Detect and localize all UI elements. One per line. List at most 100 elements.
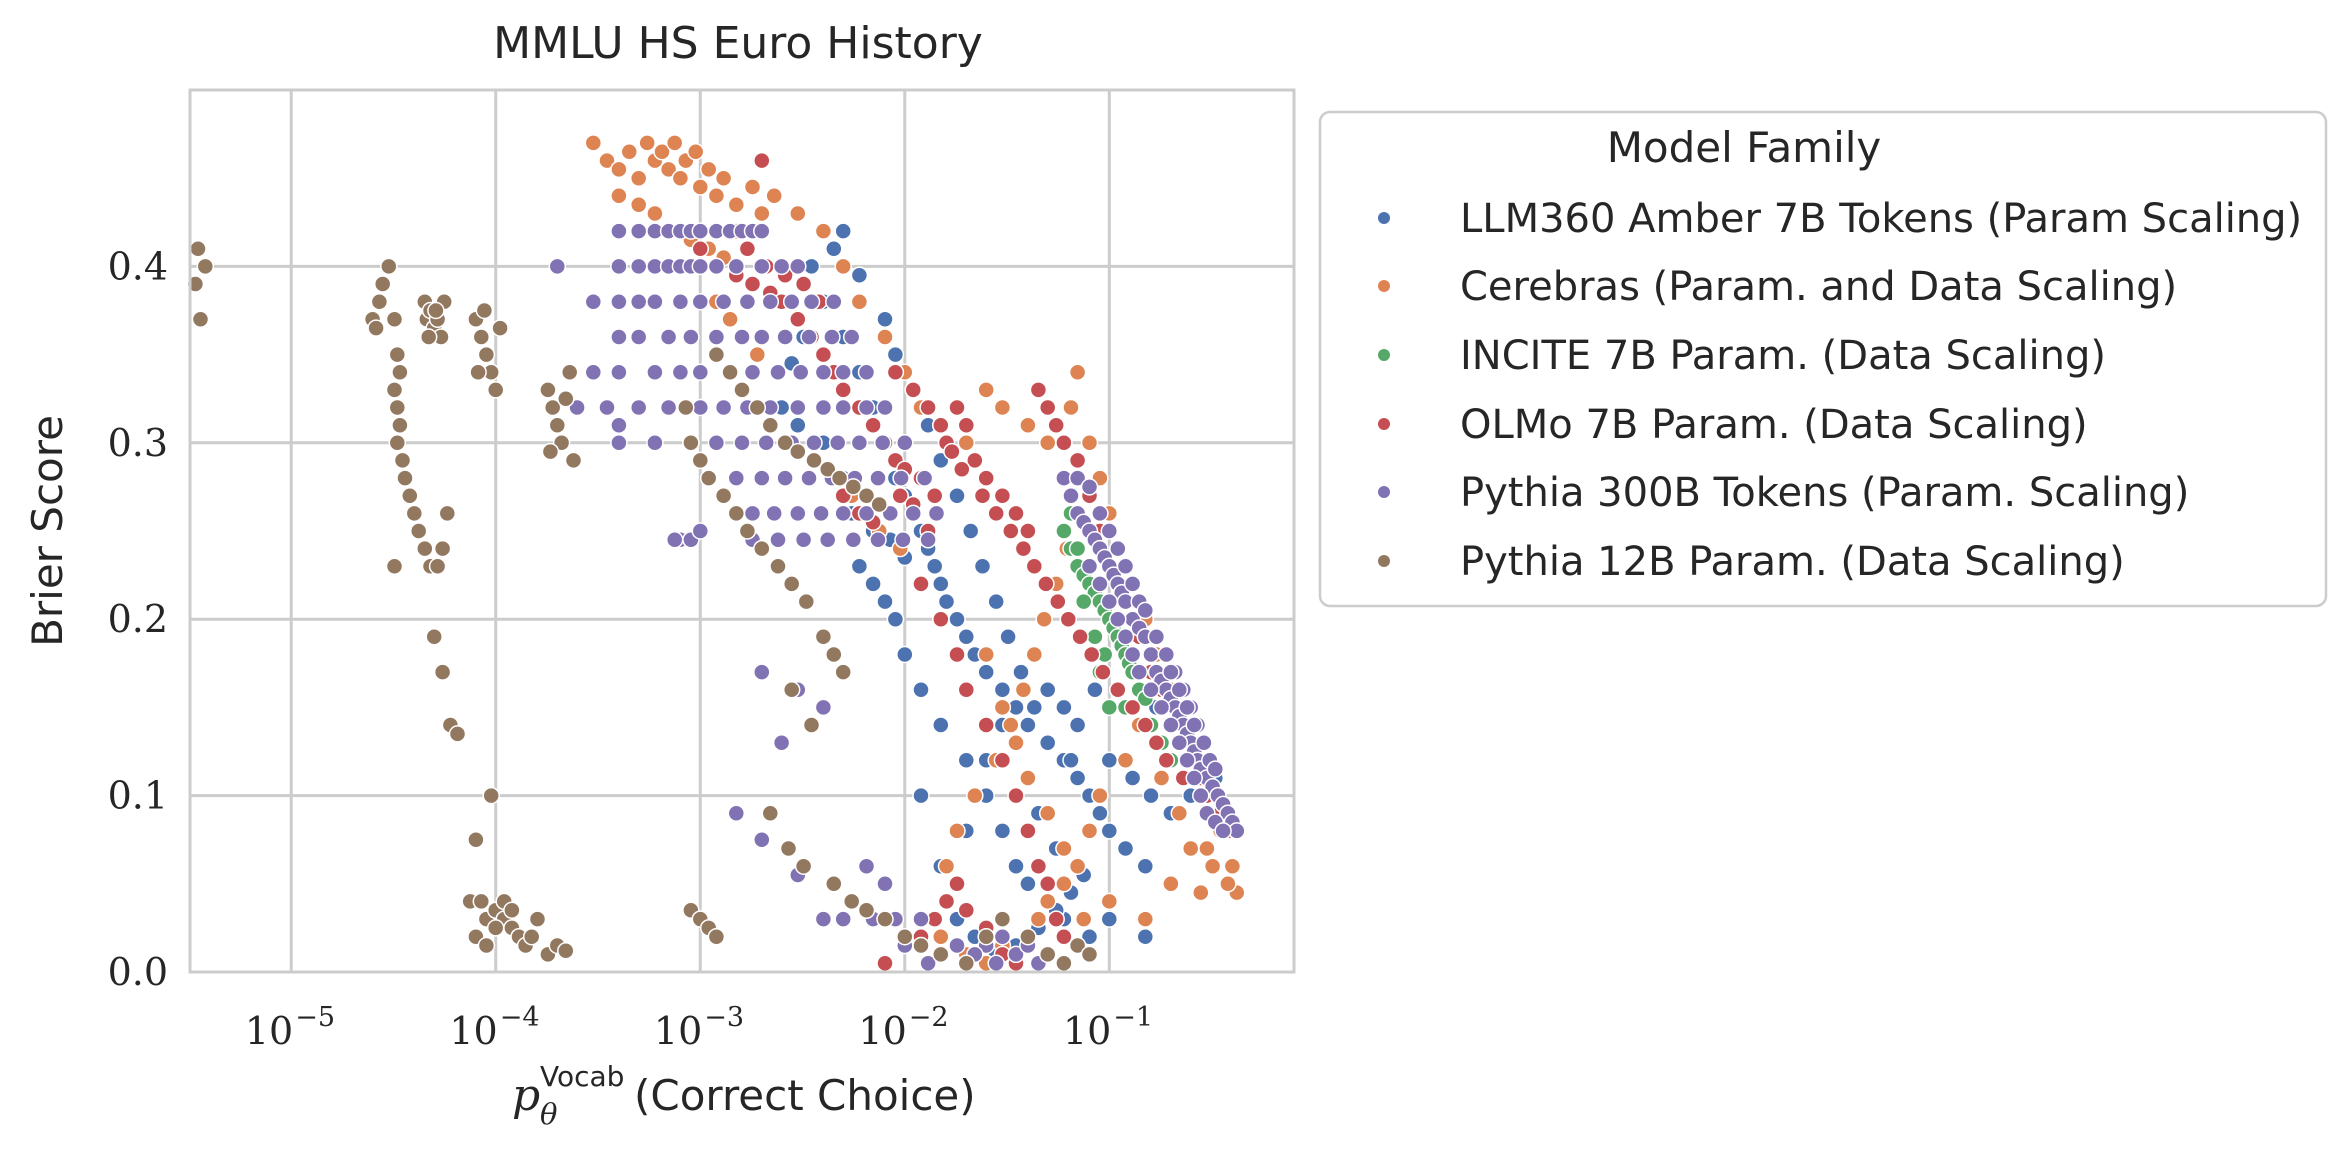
data-point [1195,733,1213,752]
data-point [539,381,557,399]
data-point [671,292,690,311]
data-point [769,363,787,381]
data-point [1029,381,1048,399]
data-point [1142,681,1160,699]
data-point [469,363,487,381]
data-point [834,363,852,381]
data-point [738,240,757,258]
data-point [743,178,762,196]
data-point [834,222,852,240]
data-point [925,557,944,576]
data-point [896,927,914,946]
data-point [1019,875,1037,893]
data-point [1025,645,1044,664]
data-point [1068,363,1087,381]
data-point [1068,716,1087,734]
data-point [1157,645,1176,664]
data-point [948,875,966,893]
data-point [1147,628,1166,646]
data-point [830,469,849,487]
data-point [733,434,751,452]
data-point [486,381,505,399]
data-point [957,628,976,646]
data-point [977,381,995,399]
data-point [886,345,905,364]
data-point [999,628,1017,646]
data-point [1019,822,1037,840]
data-point [691,178,710,196]
x-axis-label: p θ Vocab (Correct Choice) [512,1060,976,1131]
data-point [842,328,861,346]
chart-title: MMLU HS Euro History [493,18,983,69]
data-point [659,398,678,417]
data-point [912,910,930,928]
data-point [993,822,1012,840]
data-point [1130,663,1148,681]
data-point [828,434,847,452]
data-point [932,945,950,964]
data-point [886,363,905,381]
data-point [761,292,780,311]
data-point [691,222,710,240]
data-point [915,469,934,487]
data-point [1049,592,1067,611]
data-point [1012,663,1030,681]
data-point [1116,557,1135,576]
data-point [1007,504,1025,523]
data-point [857,363,876,381]
data-point [957,434,976,452]
data-point [1100,822,1119,840]
data-point [1038,892,1057,911]
data-point [610,416,628,434]
data-point [629,195,648,214]
data-point [1178,751,1196,770]
data-point [721,310,739,329]
data-point [789,442,807,461]
data-point [1080,945,1099,964]
data-point [1074,592,1093,611]
data-point [857,504,876,523]
data-point [620,142,639,161]
data-point [993,486,1012,505]
x-tick-exponent: −5 [295,1002,335,1033]
data-point [1080,822,1099,840]
data-point [1091,575,1109,593]
data-point [932,716,950,734]
data-point [1068,469,1087,487]
data-point [850,557,869,576]
data-point [646,204,664,223]
data-point [388,398,407,417]
data-point [396,469,414,487]
data-point [1007,857,1025,875]
data-point [925,486,944,505]
data-point [1038,681,1057,699]
legend-label-incite: INCITE 7B Param. (Data Scaling) [1460,333,2106,379]
data-point [814,628,833,646]
data-point [1152,698,1171,717]
data-point [753,469,771,487]
data-points [186,134,1246,972]
data-point [966,786,984,805]
data-point [1157,751,1176,770]
data-point [714,169,733,187]
data-point [629,169,648,187]
data-point [757,434,775,452]
data-point [1123,645,1142,664]
data-point [870,495,888,514]
data-point [834,257,852,276]
data-point [714,292,733,311]
data-point [987,504,1005,523]
data-point [812,504,830,523]
data-point [912,936,930,955]
data-point [367,319,385,337]
data-point [528,910,547,928]
data-point [886,610,905,628]
data-point [629,222,648,240]
x-tick-labels: 10 −5 10 −4 10 −3 10 −2 10 −1 [245,1002,1153,1053]
data-point [1074,910,1093,928]
data-point [699,469,718,487]
data-point [948,486,966,505]
data-point [1055,954,1073,972]
data-point [686,142,705,161]
legend-title: Model Family [1607,123,1882,172]
